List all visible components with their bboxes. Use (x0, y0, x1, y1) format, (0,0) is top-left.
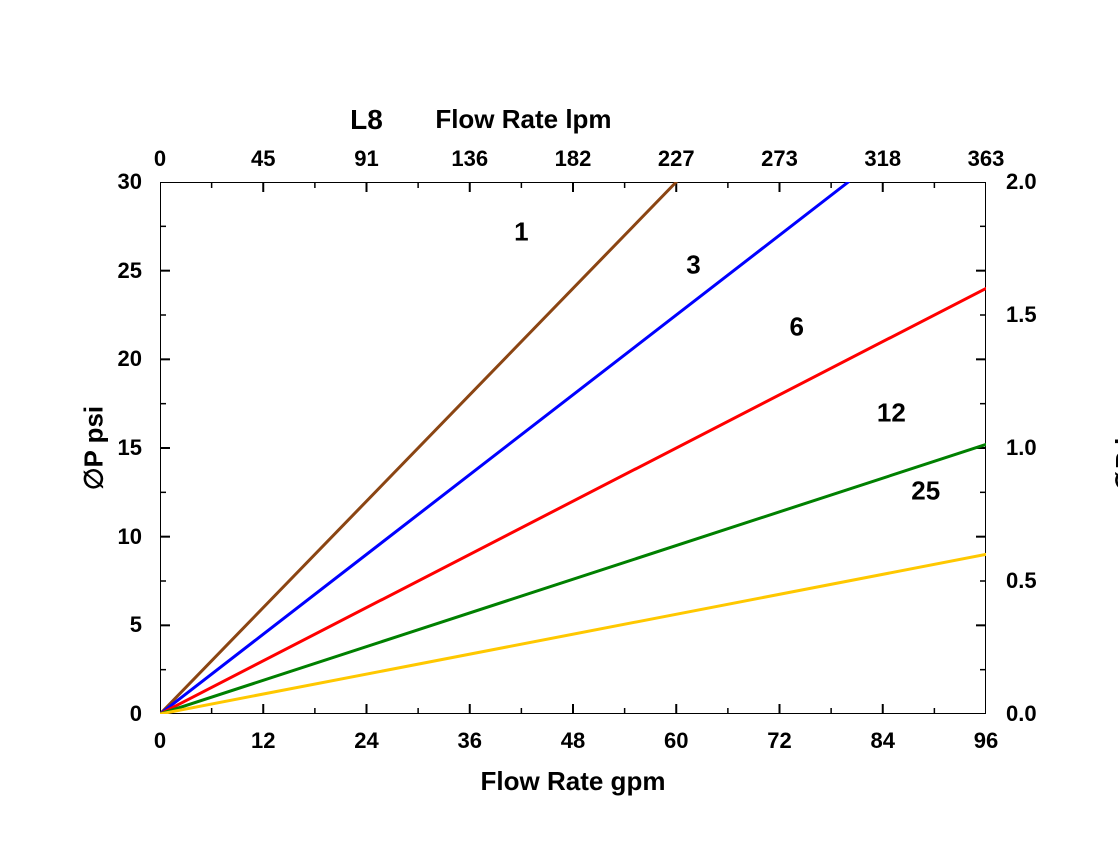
bottom-tick-84: 84 (871, 728, 895, 754)
right-tick-1.5: 1.5 (1006, 302, 1037, 328)
left-tick-30: 30 (118, 169, 142, 195)
bottom-tick-0: 0 (154, 728, 166, 754)
series-label-25: 25 (911, 475, 940, 506)
top-tick-227: 227 (658, 146, 695, 172)
bottom-tick-60: 60 (664, 728, 688, 754)
top-axis-title: Flow Rate lpm (435, 104, 611, 135)
left-tick-20: 20 (118, 346, 142, 372)
top-tick-45: 45 (251, 146, 275, 172)
series-1 (160, 182, 676, 714)
top-tick-182: 182 (555, 146, 592, 172)
left-axis-title: ∅P psi (79, 406, 110, 490)
top-tick-91: 91 (354, 146, 378, 172)
series-6 (160, 288, 986, 714)
right-axis-title: ∅P bar (1110, 404, 1118, 491)
top-tick-318: 318 (864, 146, 901, 172)
bottom-tick-96: 96 (974, 728, 998, 754)
bottom-tick-24: 24 (354, 728, 378, 754)
pressure-drop-chart: L8 Flow Rate lpm Flow Rate gpm ∅P psi ∅P… (0, 0, 1118, 860)
series-label-3: 3 (686, 250, 700, 281)
series-label-6: 6 (789, 312, 803, 343)
left-tick-0: 0 (130, 701, 142, 727)
bottom-tick-12: 12 (251, 728, 275, 754)
left-tick-5: 5 (130, 612, 142, 638)
right-tick-1.0: 1.0 (1006, 435, 1037, 461)
top-tick-363: 363 (968, 146, 1005, 172)
right-tick-2.0: 2.0 (1006, 169, 1037, 195)
plot-area (160, 182, 986, 714)
plot-svg (160, 182, 986, 714)
top-tick-136: 136 (451, 146, 488, 172)
series-3 (160, 182, 848, 714)
left-tick-10: 10 (118, 524, 142, 550)
left-tick-15: 15 (118, 435, 142, 461)
right-tick-0.0: 0.0 (1006, 701, 1037, 727)
bottom-tick-36: 36 (458, 728, 482, 754)
top-tick-273: 273 (761, 146, 798, 172)
right-tick-0.5: 0.5 (1006, 568, 1037, 594)
top-tick-0: 0 (154, 146, 166, 172)
series-label-12: 12 (877, 397, 906, 428)
bottom-tick-72: 72 (767, 728, 791, 754)
bottom-tick-48: 48 (561, 728, 585, 754)
bottom-axis-title: Flow Rate gpm (481, 766, 666, 797)
series-label-1: 1 (514, 216, 528, 247)
chart-title-prefix: L8 (350, 104, 383, 136)
left-tick-25: 25 (118, 258, 142, 284)
